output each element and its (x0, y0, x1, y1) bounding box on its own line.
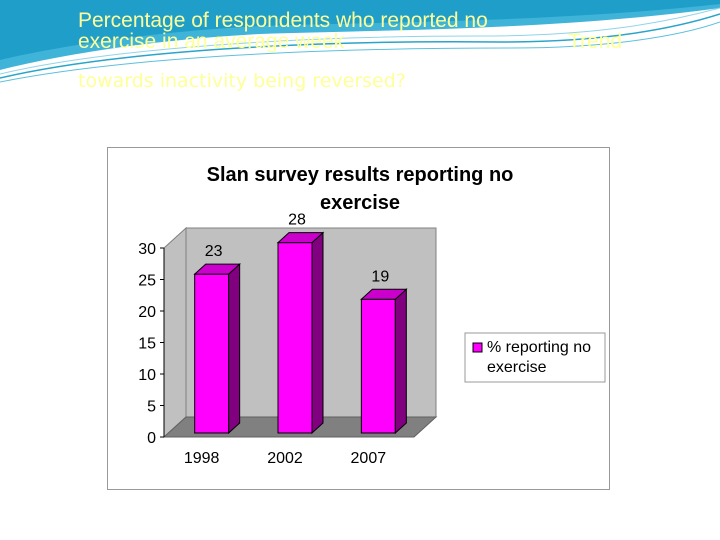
legend-label-line-2: exercise (487, 359, 547, 376)
bar-chart: Slan survey results reporting no exercis… (138, 164, 606, 467)
y-tick-label: 30 (138, 241, 156, 258)
bar-top-2007 (360, 288, 408, 300)
plot-area: 0 5 10 15 20 25 30 23 1998 28 2002 19 2007 (138, 212, 438, 467)
slide-title-line-1: Percentage of respondents who reported n… (78, 9, 488, 32)
x-tick-label-1998: 1998 (184, 450, 220, 467)
legend: % reporting no exercise (464, 332, 606, 383)
chart-title-line-1: Slan survey results reporting no (207, 164, 514, 186)
bar-top-1998 (193, 263, 241, 275)
plot-side-wall (163, 226, 187, 439)
bar-2007 (360, 298, 396, 434)
y-tick-label: 20 (138, 304, 156, 321)
bar-2002 (277, 242, 313, 434)
chart-title-line-2: exercise (320, 192, 400, 214)
legend-swatch (472, 342, 483, 353)
data-label-1998: 23 (205, 243, 223, 260)
y-tick-label: 5 (147, 399, 156, 416)
slide-subtitle: towards inactivity being reversed? (78, 70, 406, 92)
legend-box (464, 332, 606, 383)
bar-1998 (194, 273, 230, 434)
data-label-2007: 19 (371, 268, 389, 285)
x-tick-label-2002: 2002 (267, 450, 303, 467)
bar-side-2007 (394, 288, 407, 435)
background-waves (0, 0, 720, 83)
y-tick-label: 10 (138, 367, 156, 384)
bar-top-2002 (276, 232, 325, 244)
legend-label-line-1: % reporting no (487, 339, 591, 356)
y-tick-label: 15 (138, 336, 156, 353)
data-label-2002: 28 (288, 212, 306, 229)
slide-title-line-2: exercise in an average week (78, 30, 345, 53)
bar-side-1998 (228, 262, 241, 435)
bar-side-2002 (311, 231, 324, 435)
slide-title: Percentage of respondents who reported n… (78, 10, 698, 52)
y-tick-label: 25 (138, 273, 156, 290)
slide-title-trend: Trend (568, 30, 623, 53)
y-tick-label: 0 (147, 430, 156, 447)
x-tick-label-2007: 2007 (351, 450, 387, 467)
